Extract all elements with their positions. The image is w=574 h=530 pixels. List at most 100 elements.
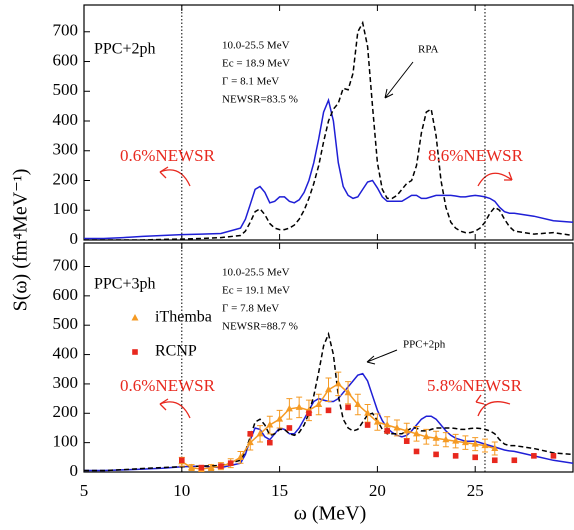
- marker: [511, 457, 518, 464]
- marker: [550, 453, 557, 459]
- plot-frame: [83, 242, 574, 473]
- marker: [393, 423, 401, 431]
- line-series: [84, 97, 573, 240]
- marker: [276, 415, 284, 422]
- legend-marker: [131, 314, 139, 321]
- decorations: [159, 166, 513, 419]
- marker: [266, 421, 274, 428]
- x-tick-label: 5: [80, 481, 89, 500]
- y-tick-label: 600: [53, 285, 79, 304]
- marker: [207, 463, 215, 471]
- marker: [285, 404, 293, 412]
- x-tick-label: 25: [467, 481, 484, 500]
- annotation: 10.0-25.5 MeV: [222, 40, 290, 52]
- marker: [247, 431, 254, 437]
- annotation: NEWSR=83.5 %: [222, 94, 298, 106]
- marker: [422, 432, 430, 440]
- legend-label: RCNP: [155, 343, 197, 360]
- marker: [325, 407, 332, 414]
- y-tick-label: 700: [53, 21, 79, 40]
- annotation: 0.6%NEWSR: [120, 376, 216, 395]
- marker: [325, 385, 332, 393]
- legend-label: iThemba: [155, 309, 212, 326]
- y-tick-label: 600: [53, 50, 79, 69]
- y-axis-label: S(ω) (fm⁴MeV⁻¹): [10, 169, 32, 312]
- x-tick-label: 10: [173, 481, 190, 500]
- marker: [413, 429, 421, 437]
- annotation: Ec = 19.1 MeV: [222, 285, 290, 297]
- marker: [246, 438, 254, 446]
- marker: [433, 451, 439, 458]
- y-tick-label: 100: [53, 199, 79, 218]
- y-tick-label: 200: [53, 402, 79, 421]
- marker: [432, 434, 440, 441]
- marker: [481, 441, 489, 449]
- marker: [227, 460, 234, 466]
- series-label: PPC+2ph: [403, 339, 446, 351]
- y-tick-label: 300: [53, 140, 79, 159]
- plot-series: [84, 331, 573, 472]
- y-tick-label: 0: [70, 461, 79, 480]
- marker: [315, 400, 323, 407]
- marker: [383, 421, 391, 428]
- x-tick-label: 15: [271, 481, 288, 500]
- marker: [306, 410, 312, 417]
- marker: [188, 463, 196, 471]
- marker: [334, 379, 342, 387]
- y-tick-label: 500: [53, 80, 79, 99]
- series-label: PPC+2ph: [94, 41, 156, 58]
- arrow: [477, 172, 513, 187]
- line-series: [84, 20, 573, 240]
- y-tick-label: 100: [53, 432, 79, 451]
- marker: [267, 439, 273, 446]
- arrow-head: [504, 171, 513, 181]
- marker: [198, 464, 205, 471]
- marker: [354, 400, 362, 407]
- marker: [452, 437, 460, 444]
- marker: [286, 425, 293, 431]
- marker: [531, 453, 537, 459]
- y-tick-label: 400: [53, 110, 79, 129]
- marker: [345, 404, 351, 411]
- marker: [373, 418, 381, 425]
- arrow: [159, 401, 191, 419]
- annotation: Ec = 18.9 MeV: [222, 58, 290, 70]
- pointer-arrows: [366, 61, 414, 365]
- legend-marker: [132, 349, 138, 355]
- line-series: [84, 372, 573, 472]
- marker: [442, 435, 450, 443]
- marker: [344, 388, 352, 396]
- annotation: 5.8%NEWSR: [427, 376, 523, 395]
- marker: [218, 463, 224, 469]
- arrow-head: [475, 394, 485, 405]
- annotation: 0.6%NEWSR: [120, 146, 216, 165]
- y-tick-label: 0: [70, 229, 79, 248]
- plot-frame: [83, 4, 574, 241]
- marker: [403, 426, 411, 434]
- series-label: PPC+3ph: [94, 276, 156, 293]
- marker: [364, 409, 372, 416]
- marker: [236, 453, 244, 460]
- annotation: 10.0-25.5 MeV: [222, 267, 290, 279]
- marker: [403, 438, 410, 444]
- marker: [384, 428, 390, 434]
- marker: [471, 440, 479, 447]
- arrow: [477, 401, 511, 417]
- plot-series: [84, 20, 573, 240]
- line-series: [84, 331, 573, 472]
- marker: [491, 457, 498, 464]
- x-axis-label: ω (MeV): [294, 503, 367, 525]
- arrow-head: [159, 398, 169, 411]
- x-tick-label: 20: [369, 481, 386, 500]
- marker: [461, 438, 469, 446]
- data-line: [181, 382, 496, 470]
- annotation: Γ = 8.1 MeV: [222, 76, 279, 88]
- marker: [472, 454, 478, 461]
- marker: [179, 457, 185, 464]
- y-tick-label: 300: [53, 373, 79, 392]
- annotation: Γ = 7.8 MeV: [222, 303, 279, 315]
- arrow: [384, 61, 414, 99]
- arrow-head: [159, 166, 169, 179]
- series-label: RPA: [418, 44, 438, 56]
